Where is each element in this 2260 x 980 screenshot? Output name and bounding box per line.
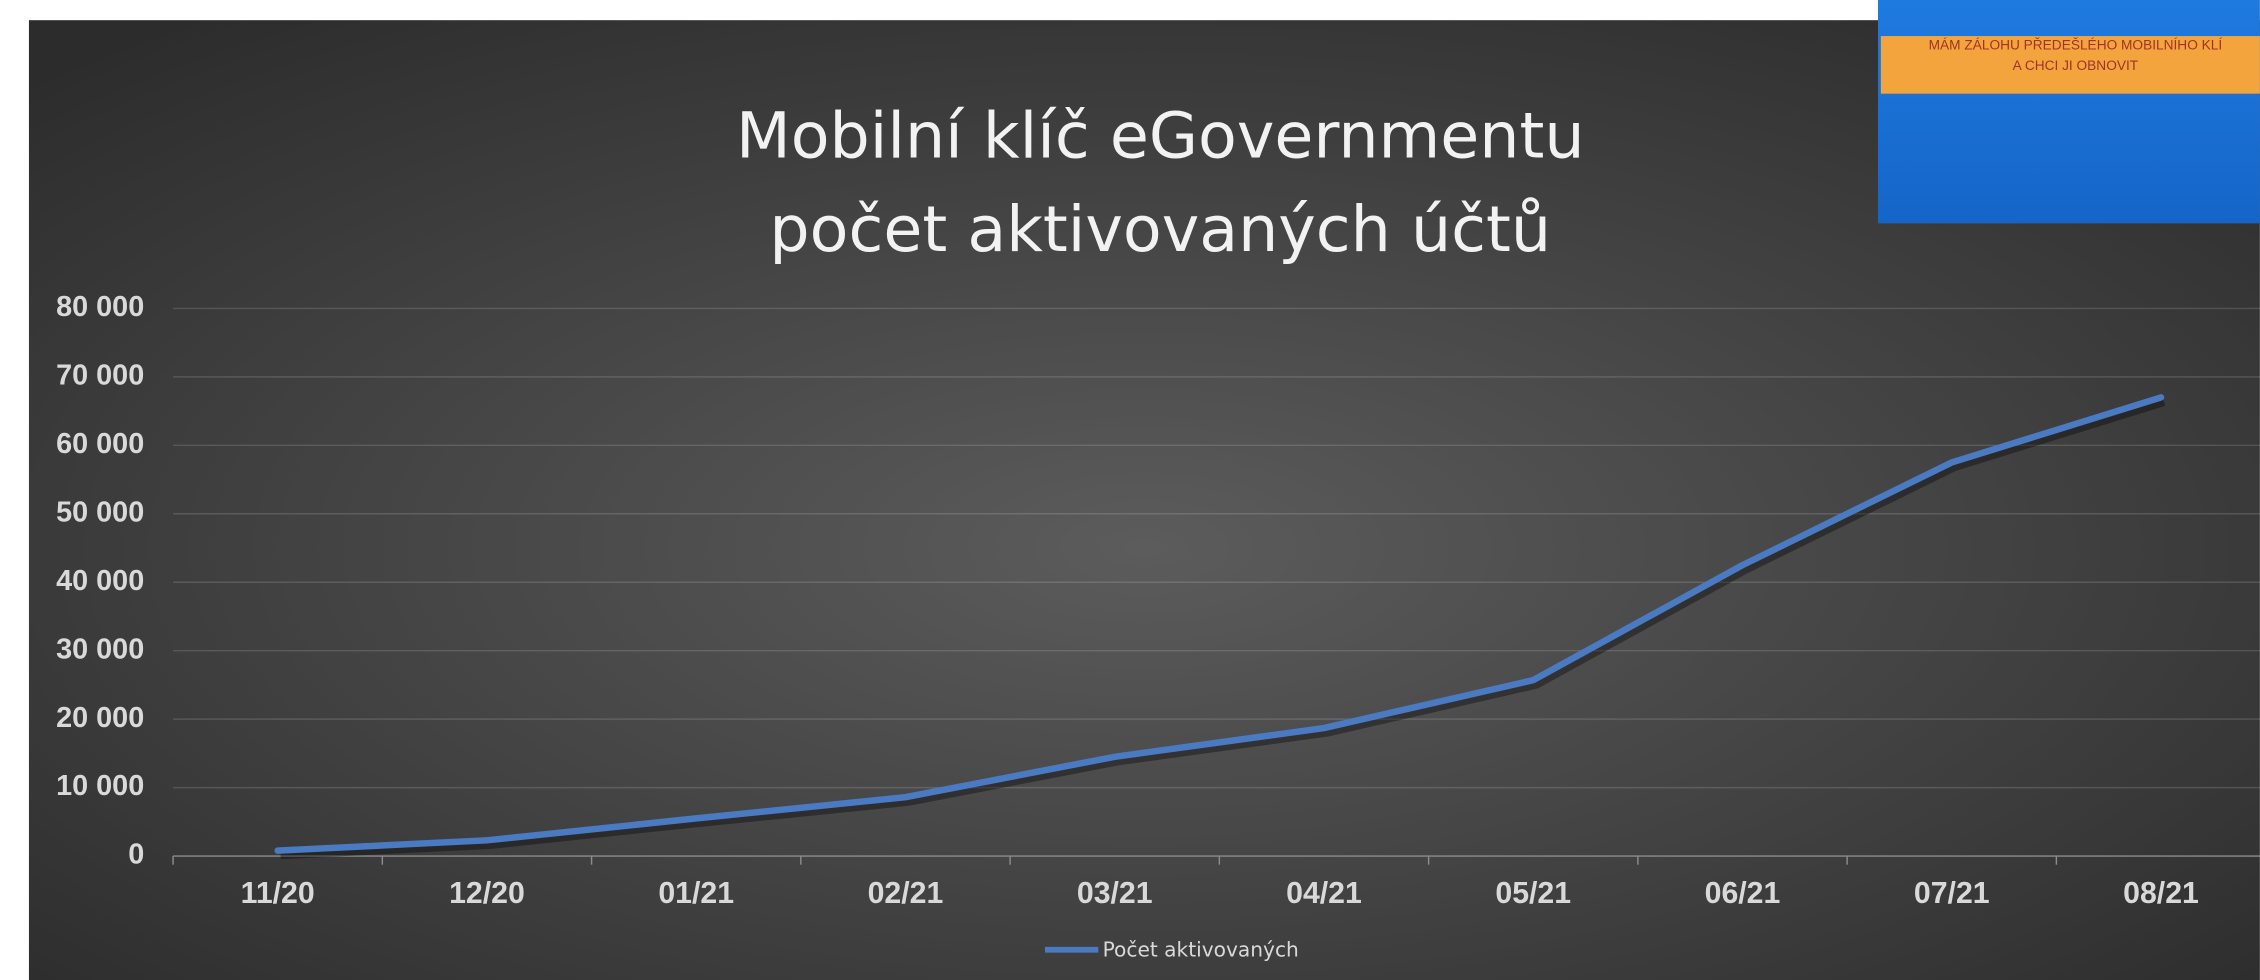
- chart: Mobilní klíč eGovernmentu počet aktivova…: [0, 0, 2260, 980]
- chart-title: Mobilní klíč eGovernmentu: [736, 98, 1585, 172]
- y-tick-label: 50 000: [56, 496, 144, 528]
- y-tick-label: 0: [128, 839, 144, 871]
- x-tick-label: 11/20: [241, 877, 315, 910]
- x-tick-label: 05/21: [1495, 877, 1571, 910]
- y-tick-label: 10 000: [56, 770, 144, 802]
- inset-background: [1878, 0, 2260, 223]
- inset-text: A CHCI JI OBNOVIT: [2013, 58, 2139, 73]
- y-tick-label: 20 000: [56, 702, 144, 734]
- legend-label: Počet aktivovaných: [1103, 938, 1299, 962]
- x-tick-label: 06/21: [1705, 877, 1781, 910]
- y-tick-label: 40 000: [56, 565, 144, 597]
- x-tick-label: 01/21: [658, 877, 734, 910]
- chart-title: počet aktivovaných účtů: [769, 192, 1551, 266]
- inset-text: MÁM ZÁLOHU PŘEDEŠLÉHO MOBILNÍHO KLÍ: [1929, 38, 2223, 53]
- inset-photo: MÁM ZÁLOHU PŘEDEŠLÉHO MOBILNÍHO KLÍ A CH…: [1878, 0, 2260, 223]
- x-tick-label: 12/20: [449, 877, 525, 910]
- y-tick-label: 30 000: [56, 633, 144, 665]
- x-tick-label: 04/21: [1286, 877, 1362, 910]
- y-tick-label: 60 000: [56, 428, 144, 460]
- y-tick-label: 70 000: [56, 359, 144, 391]
- x-tick-label: 07/21: [1914, 877, 1990, 910]
- x-tick-label: 08/21: [2123, 877, 2199, 910]
- x-tick-label: 02/21: [868, 877, 944, 910]
- x-tick-label: 03/21: [1077, 877, 1153, 910]
- y-tick-label: 80 000: [56, 291, 144, 323]
